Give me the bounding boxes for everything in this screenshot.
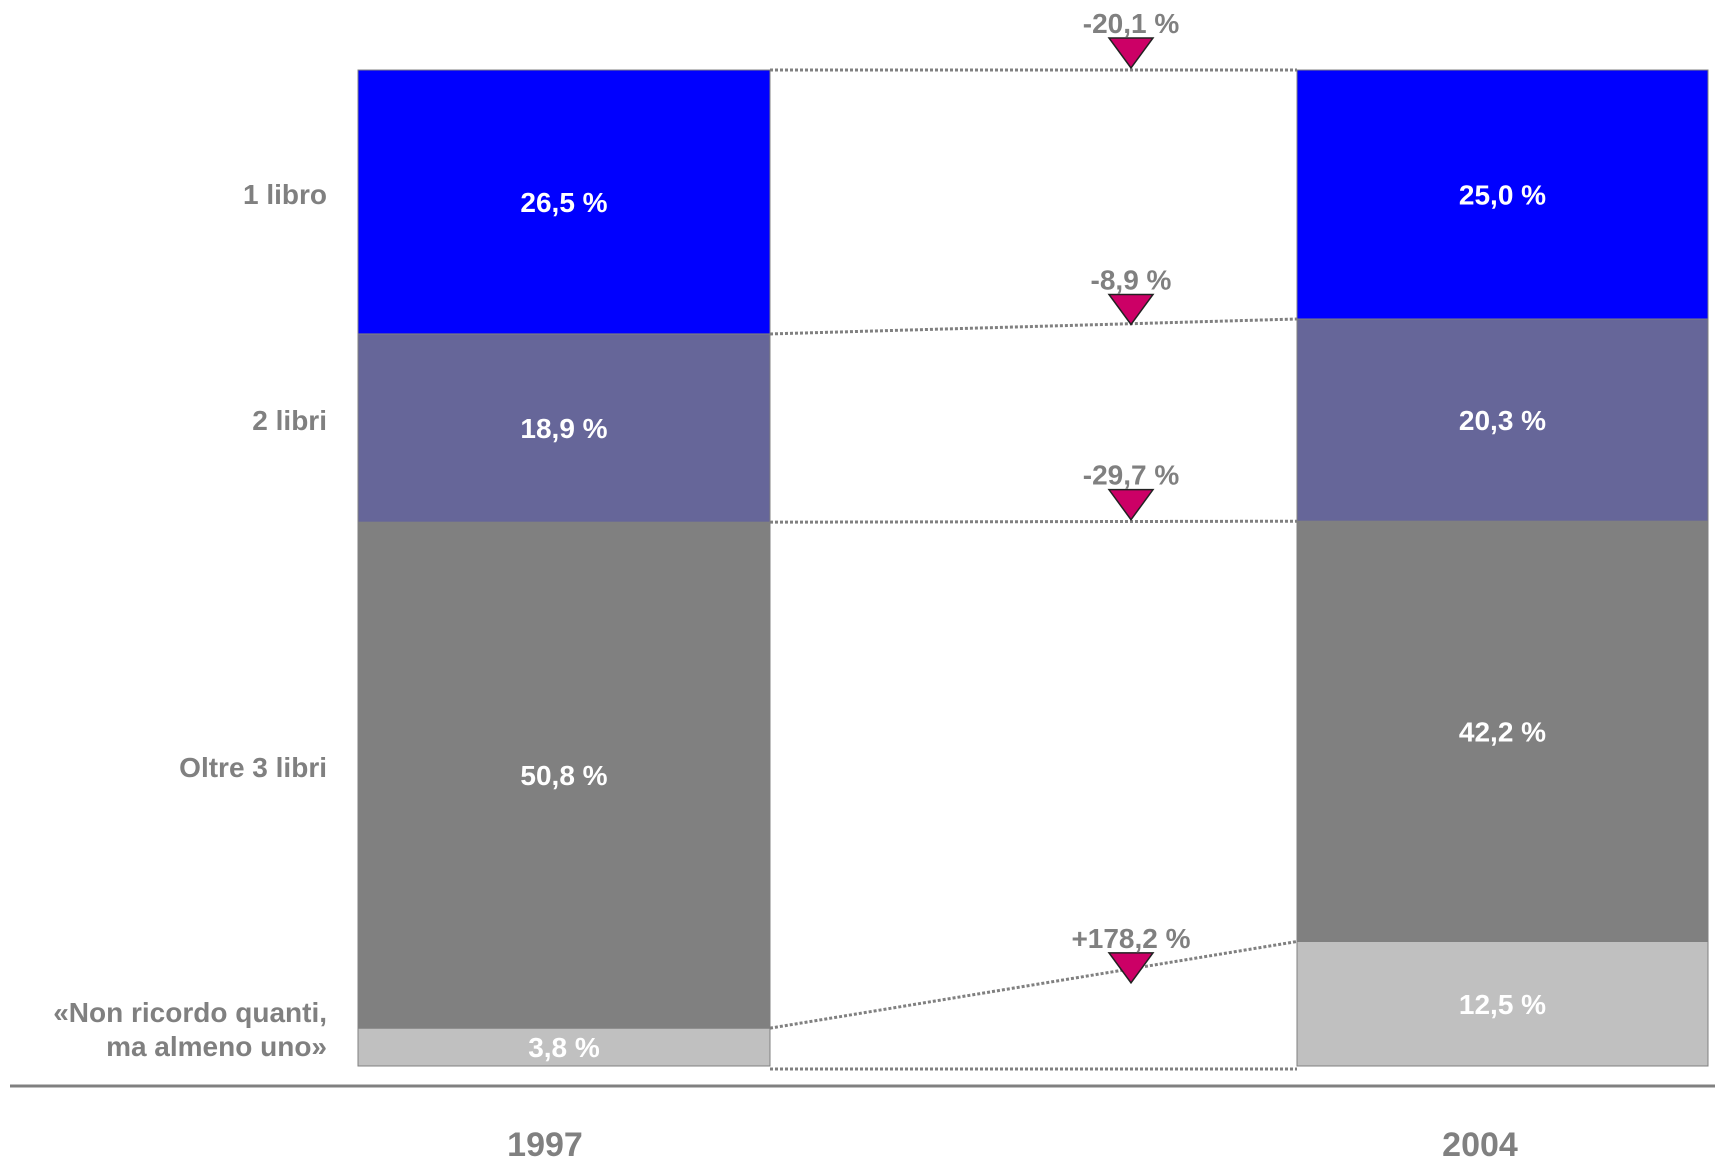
connector-oltre-3-libri [769,519,1298,524]
category-label-2-libri: 2 libri [252,405,327,436]
change-label-2-libri: -8,9 % [1091,264,1172,295]
year-labels: 1997 2004 [507,1126,1518,1164]
down-triangle-icon [1107,952,1155,985]
value-label-1997-non-ricordo-quanti-ma-almeno-uno: 3,8 % [528,1032,600,1063]
connector-2-libri [769,317,1298,336]
bars [357,69,1709,1067]
bar-segment-1997-2-libri [357,333,771,523]
bar-segment-2004-oltre-3-libri [1296,520,1709,942]
value-label-2004-2-libri: 20,3 % [1459,405,1546,436]
bar-segment-1997-1-libro [357,69,771,335]
down-triangle-icon [1107,488,1155,521]
value-label-1997-oltre-3-libri: 50,8 % [520,760,607,791]
category-labels: «Non ricordo quanti, ma almeno uno» Oltre … [53,179,327,1062]
bar-segment-2004-non-ricordo-quanti-ma-almeno-uno [1296,941,1709,1067]
change-indicators: +178,2 % -29,7 % -8,9 % -20,1 % [1071,8,1191,985]
value-label-1997-2-libri: 18,9 % [520,413,607,444]
change-label-non-ricordo-quanti-ma-almeno-uno: +178,2 % [1071,923,1190,954]
year-label-2004: 2004 [1442,1126,1518,1164]
bar-segment-2004-1-libro [1296,69,1709,320]
category-label-1-libro: 1 libro [243,179,327,210]
year-label-1997: 1997 [507,1126,583,1164]
value-label-2004-1-libro: 25,0 % [1459,180,1546,211]
category-label-non-ricordo-quanti-ma-almeno-uno: «Non ricordo quanti, ma almeno uno» [53,997,327,1062]
bar-segment-1997-oltre-3-libri [357,521,771,1029]
down-triangle-icon [1107,37,1155,70]
segment-value-labels: 3,8 % 12,5 % 50,8 % 42,2 % 18,9 % 20,3 % 26,5 … [520,180,1546,1064]
value-label-2004-oltre-3-libri: 42,2 % [1459,716,1546,747]
connector-lines [769,68,1298,1071]
category-label-oltre-3-libri: Oltre 3 libri [179,752,327,783]
change-label-1-libro: -20,1 % [1083,8,1180,39]
change-label-oltre-3-libri: -29,7 % [1083,460,1180,491]
connector-non-ricordo-quanti-ma-almeno-uno [769,940,1298,1030]
down-triangle-icon [1107,293,1155,326]
value-label-2004-non-ricordo-quanti-ma-almeno-uno: 12,5 % [1459,989,1546,1020]
bar-segment-2004-2-libri [1296,318,1709,522]
value-label-1997-1-libro: 26,5 % [520,187,607,218]
